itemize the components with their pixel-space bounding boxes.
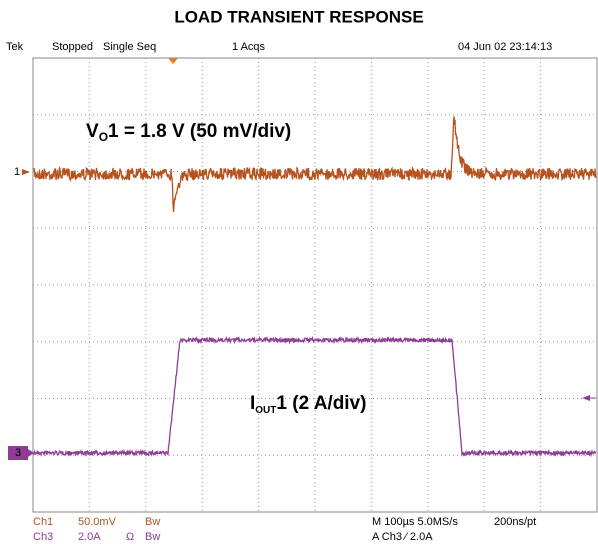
ch3-marker: 3 [15, 447, 21, 459]
graticule-frame [32, 57, 598, 513]
ch1-arrow [22, 169, 30, 175]
ch1-bw: Bw [145, 516, 160, 528]
datetime: 04 Jun 02 23:14:13 [458, 41, 552, 53]
ch3-arrow [28, 449, 34, 457]
ch1-marker: 1 [14, 166, 20, 178]
timebase: M 100µs 5.0MS/s [372, 516, 458, 528]
ch3-bw: Bw [145, 531, 160, 543]
ch3-marker-box [8, 446, 28, 460]
mode: Single Seq [103, 41, 156, 53]
resolution: 200ns/pt [494, 516, 536, 528]
ch1-name: Ch1 [33, 516, 53, 528]
vout-sub: O [99, 130, 108, 144]
ch3-ohm: Ω [126, 531, 134, 543]
state: Stopped [52, 41, 93, 53]
ch3-scale: 2.0A [78, 531, 101, 543]
vout-main: V [86, 121, 99, 142]
iout-label: IOUT1 (2 A/div) [250, 393, 366, 416]
vout-label: VO1 = 1.8 V (50 mV/div) [86, 121, 291, 144]
title: LOAD TRANSIENT RESPONSE [174, 7, 423, 26]
ch1-scale: 50.0mV [78, 516, 117, 528]
ch1-trace [33, 116, 597, 213]
trigger-level [582, 395, 590, 401]
trigger-position [168, 58, 178, 64]
ch3-trace [33, 335, 597, 458]
acqs: 1 Acqs [232, 41, 266, 53]
iout-main: I [250, 393, 255, 414]
ch3-name: Ch3 [33, 531, 53, 543]
iout-sub: OUT [255, 405, 276, 416]
vout-rest: 1 = 1.8 V (50 mV/div) [108, 121, 291, 142]
iout-rest: 1 (2 A/div) [276, 393, 366, 414]
brand: Tek [6, 41, 24, 53]
trigger: A Ch3 ⁄ 2.0A [372, 531, 433, 543]
